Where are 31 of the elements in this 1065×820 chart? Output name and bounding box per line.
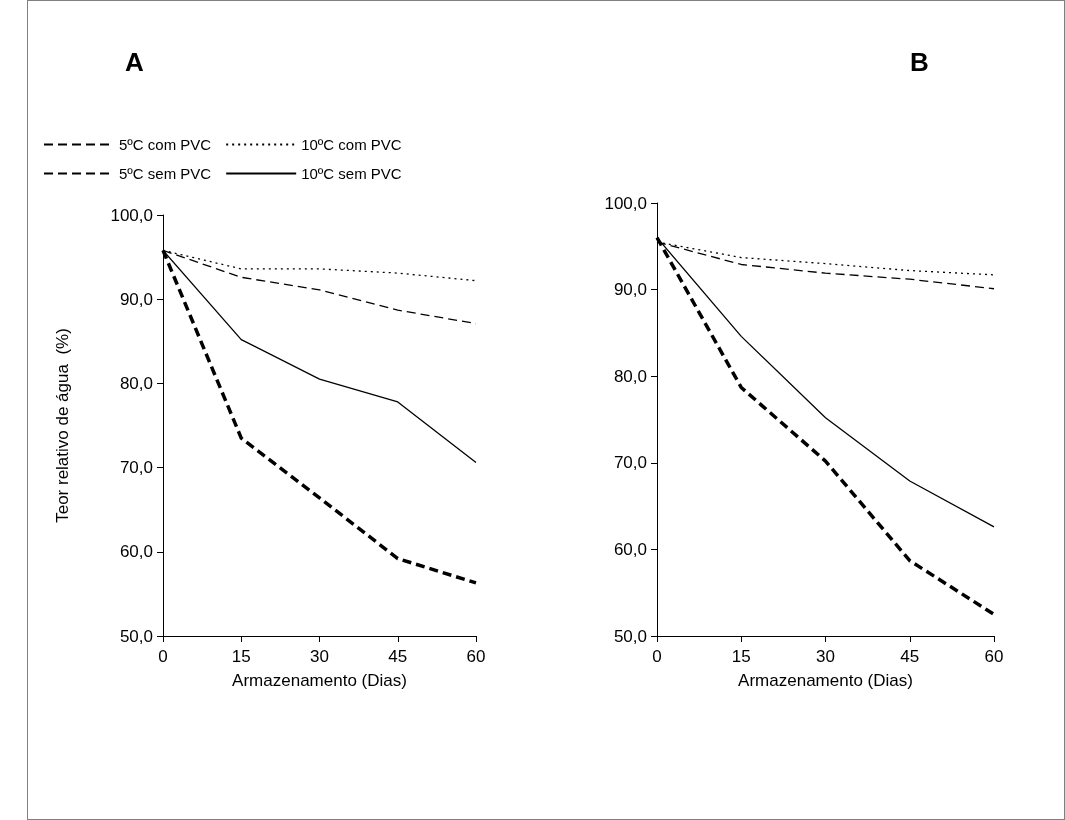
y-tick-label: 80,0 <box>613 366 647 386</box>
y-tick-label: 90,0 <box>119 289 153 309</box>
legend-label: 10ºC sem PVC <box>301 165 402 182</box>
x-tick-label: 30 <box>310 647 329 666</box>
x-tick-label: 15 <box>731 647 751 666</box>
chart-title: B <box>910 47 929 77</box>
y-axis-title: Teor relativo de água (%) <box>53 328 72 523</box>
legend-label: 5ºC com PVC <box>119 136 212 153</box>
x-tick-label: 45 <box>900 647 920 666</box>
x-axis-title: Armazenamento (Dias) <box>232 671 407 690</box>
y-tick-label: 70,0 <box>613 453 647 473</box>
y-tick-label: 60,0 <box>613 539 647 559</box>
y-tick-label: 50,0 <box>613 626 647 646</box>
y-tick-label: 50,0 <box>119 626 153 646</box>
x-tick-label: 30 <box>816 647 835 666</box>
y-tick-label: 100,0 <box>604 193 647 213</box>
x-tick-label: 45 <box>388 647 408 666</box>
x-tick-label: 0 <box>652 647 662 666</box>
y-tick-label: 100,0 <box>110 205 153 225</box>
x-tick-label: 0 <box>158 647 168 666</box>
legend-label: 5ºC sem PVC <box>119 165 212 182</box>
x-tick-label: 15 <box>231 647 251 666</box>
legend-label: 10ºC com PVC <box>301 136 402 153</box>
chart-title: A <box>125 47 144 77</box>
y-tick-label: 60,0 <box>119 542 153 562</box>
x-axis-title: Armazenamento (Dias) <box>738 671 913 690</box>
y-tick-label: 70,0 <box>119 458 153 478</box>
x-tick-label: 60 <box>984 647 1004 666</box>
y-tick-label: 90,0 <box>613 280 647 300</box>
y-tick-label: 80,0 <box>119 373 153 393</box>
x-tick-label: 60 <box>466 647 486 666</box>
